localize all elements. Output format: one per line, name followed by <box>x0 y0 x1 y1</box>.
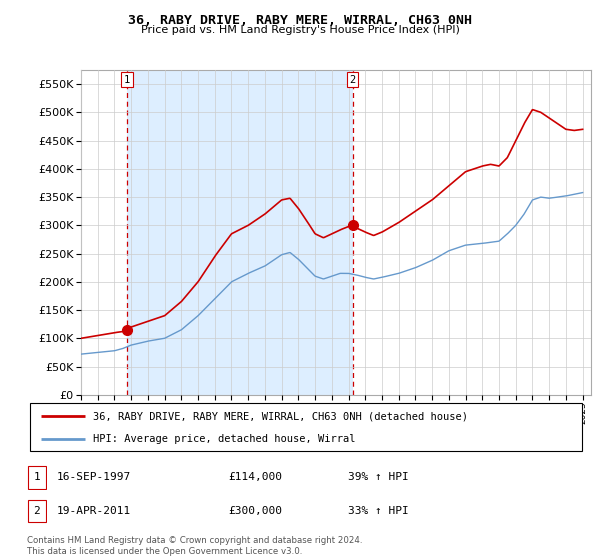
Text: Price paid vs. HM Land Registry's House Price Index (HPI): Price paid vs. HM Land Registry's House … <box>140 25 460 35</box>
Text: 2: 2 <box>34 506 40 516</box>
Text: 16-SEP-1997: 16-SEP-1997 <box>57 473 131 482</box>
Text: 1: 1 <box>34 473 40 482</box>
Text: 1: 1 <box>124 75 130 85</box>
FancyBboxPatch shape <box>28 500 46 522</box>
Text: 2: 2 <box>350 75 356 85</box>
Text: 19-APR-2011: 19-APR-2011 <box>57 506 131 516</box>
FancyBboxPatch shape <box>30 403 582 451</box>
Text: 33% ↑ HPI: 33% ↑ HPI <box>348 506 409 516</box>
Text: 36, RABY DRIVE, RABY MERE, WIRRAL, CH63 0NH: 36, RABY DRIVE, RABY MERE, WIRRAL, CH63 … <box>128 14 472 27</box>
Text: £114,000: £114,000 <box>228 473 282 482</box>
Text: 36, RABY DRIVE, RABY MERE, WIRRAL, CH63 0NH (detached house): 36, RABY DRIVE, RABY MERE, WIRRAL, CH63 … <box>94 411 469 421</box>
FancyBboxPatch shape <box>28 466 46 489</box>
Bar <box>127 70 353 395</box>
Text: £300,000: £300,000 <box>228 506 282 516</box>
Text: Contains HM Land Registry data © Crown copyright and database right 2024.
This d: Contains HM Land Registry data © Crown c… <box>27 536 362 556</box>
Text: HPI: Average price, detached house, Wirral: HPI: Average price, detached house, Wirr… <box>94 434 356 444</box>
Text: 39% ↑ HPI: 39% ↑ HPI <box>348 473 409 482</box>
